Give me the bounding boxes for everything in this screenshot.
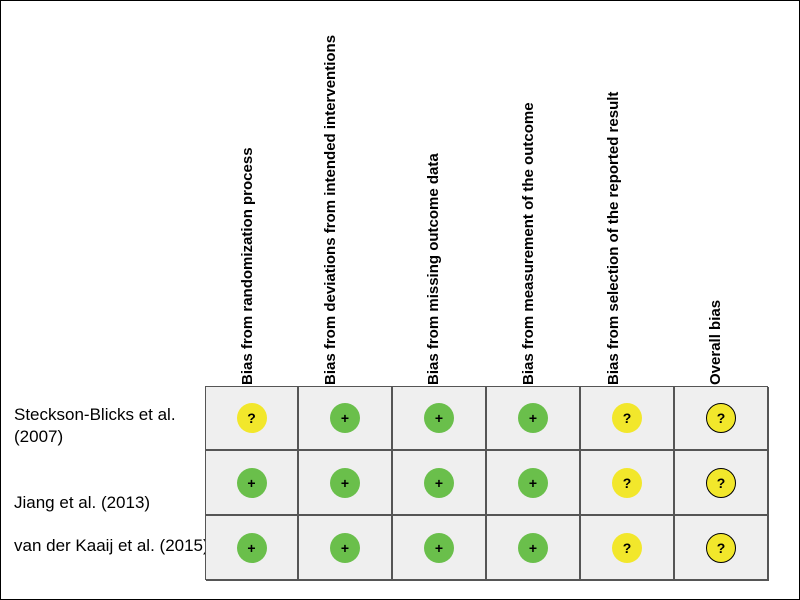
low-risk-badge: + [330,467,360,498]
rating-cell: + [393,516,487,581]
some-concerns-badge: ? [236,403,267,433]
column-header-randomization: Bias from randomization process [238,25,288,385]
column-header-label: Bias from randomization process [239,147,256,385]
rating-cell: + [206,451,299,516]
column-header-label: Overall bias [707,299,724,385]
rating-cell: ? [581,387,675,451]
low-risk-badge: + [236,532,267,563]
rating-cell: ? [581,451,675,516]
low-risk-badge: + [330,532,360,563]
column-header-label: Bias from missing outcome data [425,153,442,385]
some-concerns-badge: ? [612,467,642,498]
column-header-label: Bias from deviations from intended inter… [322,34,339,385]
low-risk-badge: + [424,532,454,563]
column-header-overall: Overall bias [706,25,756,385]
low-risk-badge: + [424,467,454,498]
rating-cell: ? [675,451,769,516]
study-label-row-3: van der Kaaij et al. (2015) [14,536,209,555]
study-label-row-2: Jiang et al. (2013) [14,493,151,512]
rating-cell: + [393,387,487,451]
study-label-row-1: Steckson-Blicks et al. (2007) [14,405,176,446]
some-concerns-badge: ? [706,467,736,498]
risk-of-bias-grid: ? + + +?? + + + +?? + + + +?? [205,386,769,581]
column-header-missing-data: Bias from missing outcome data [424,25,474,385]
low-risk-badge: + [424,403,454,433]
rating-cell: + [487,516,581,581]
some-concerns-badge: ? [706,403,736,433]
column-header-selection: Bias from selection of the reported resu… [604,25,654,385]
rating-cell: + [299,387,393,451]
rating-cell: + [487,387,581,451]
rating-cell: + [206,516,299,581]
low-risk-badge: + [330,403,360,433]
some-concerns-badge: ? [706,532,736,563]
low-risk-badge: + [236,467,267,498]
rating-cell: + [299,451,393,516]
rating-cell: ? [675,516,769,581]
column-header-label: Bias from selection of the reported resu… [605,91,622,385]
rating-cell: + [487,451,581,516]
low-risk-badge: + [518,467,548,498]
low-risk-badge: + [518,403,548,433]
rating-cell: + [299,516,393,581]
rating-cell: ? [581,516,675,581]
some-concerns-badge: ? [612,403,642,433]
some-concerns-badge: ? [612,532,642,563]
column-header-deviations: Bias from deviations from intended inter… [321,25,371,385]
rating-cell: + [393,451,487,516]
rating-cell: ? [206,387,299,451]
column-header-label: Bias from measurement of the outcome [520,102,537,385]
column-header-measurement: Bias from measurement of the outcome [519,25,569,385]
low-risk-badge: + [518,532,548,563]
rating-cell: ? [675,387,769,451]
